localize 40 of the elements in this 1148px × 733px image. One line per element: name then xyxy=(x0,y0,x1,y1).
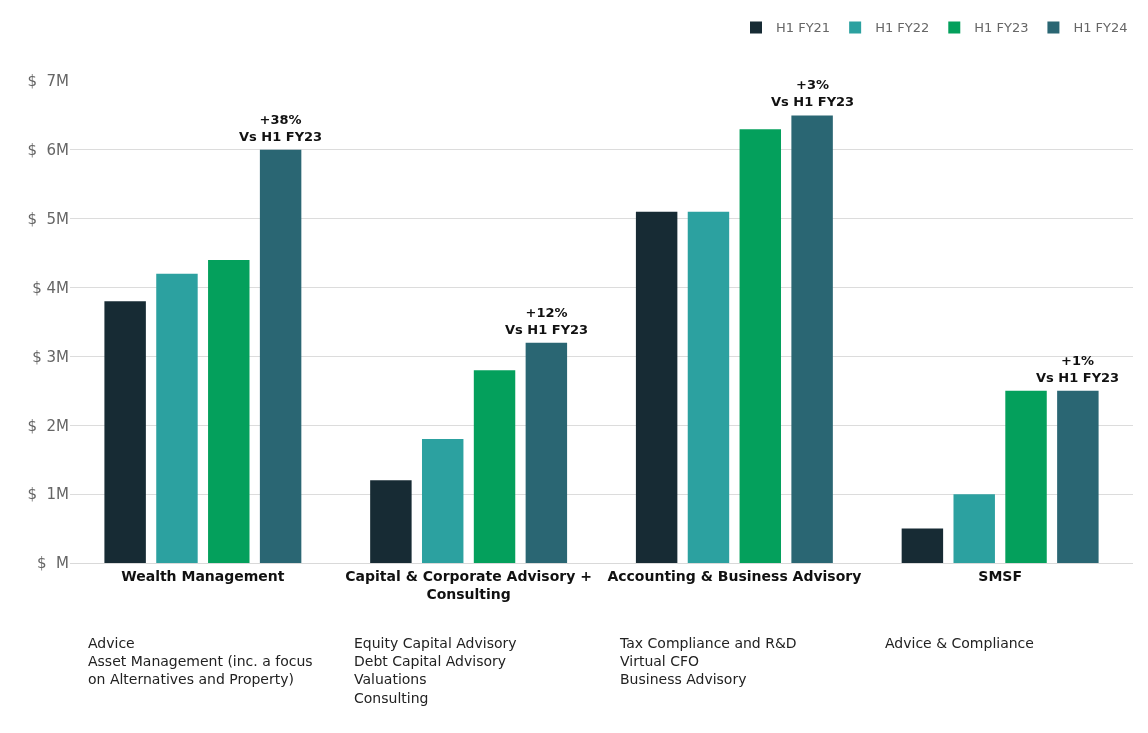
bar xyxy=(208,260,250,563)
legend-label: H1 FY24 xyxy=(1073,20,1128,36)
annotation: +12% Vs H1 FY23 xyxy=(505,305,589,337)
x-tick-label: Capital & Corporate Advisory + Consulting xyxy=(345,567,592,602)
text: Advice Asset Management (inc. a focus on Alternatives and Property) xyxy=(88,635,313,688)
bar xyxy=(687,211,730,563)
y-tick-label: $ 2M xyxy=(27,416,69,435)
legend-label: H1 FY21 xyxy=(776,20,831,36)
text: Equity Capital Advisory Debt Capital Advisory Valuations Consulting xyxy=(354,635,517,706)
annotation: +38% Vs H1 FY23 xyxy=(239,112,323,144)
x-tick-label: Accounting & Business Advisory xyxy=(607,567,862,584)
bar xyxy=(370,480,412,563)
x-tick-label: SMSF xyxy=(978,567,1022,584)
bar xyxy=(791,115,833,563)
legend-label: H1 FY23 xyxy=(974,20,1029,36)
text: Tax Compliance and R&D Virtual CFO Business Advisory xyxy=(619,635,797,688)
annotation: +1% Vs H1 FY23 xyxy=(1036,353,1120,385)
bar xyxy=(473,370,516,563)
bar xyxy=(1005,390,1047,563)
bar xyxy=(635,211,678,563)
bar xyxy=(421,439,464,563)
bar xyxy=(901,528,944,563)
y-tick-label: $ M xyxy=(36,554,69,573)
bar xyxy=(525,342,568,563)
bar xyxy=(739,129,782,563)
bar xyxy=(156,273,198,563)
y-tick-label: $ 5M xyxy=(27,209,69,228)
x-tick-label: Wealth Management xyxy=(121,567,285,584)
y-tick-label: $ 4M xyxy=(32,278,69,297)
bar xyxy=(104,301,146,563)
bar xyxy=(1057,390,1099,563)
text: Advice & Compliance xyxy=(885,635,1034,651)
y-tick-label: $ 3M xyxy=(32,347,69,366)
bar xyxy=(259,149,302,563)
y-tick-label: $ 6M xyxy=(27,141,69,160)
y-tick-label: $ 1M xyxy=(27,485,69,504)
y-tick-label: $ 7M xyxy=(27,72,69,91)
bar xyxy=(953,494,995,563)
legend-label: H1 FY22 xyxy=(875,20,930,36)
annotation: +3% Vs H1 FY23 xyxy=(771,77,855,109)
